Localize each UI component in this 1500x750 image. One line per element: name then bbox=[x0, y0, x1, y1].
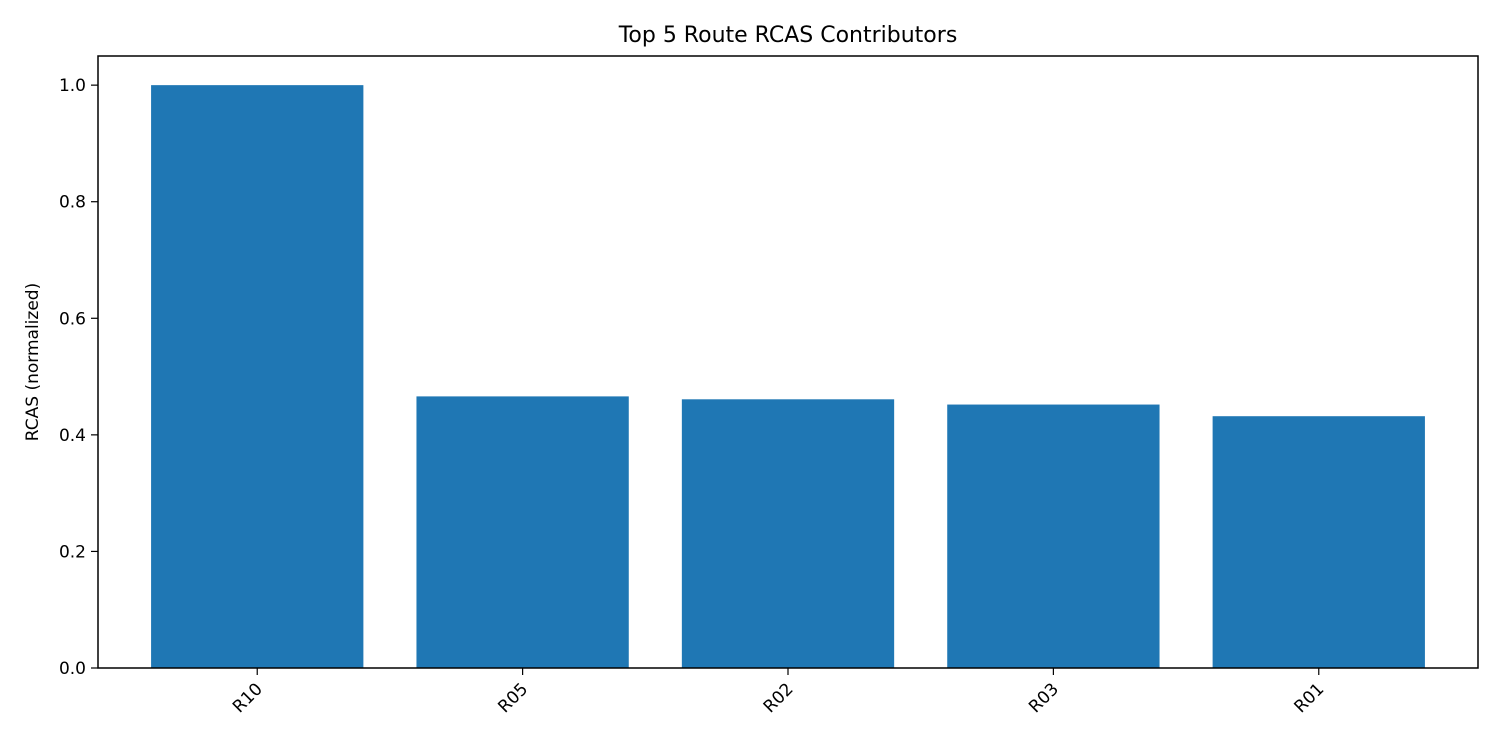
x-axis-ticks: R10 R05 R02 R03 R01 bbox=[229, 668, 1328, 717]
bar-R05 bbox=[416, 396, 629, 668]
bars-layer bbox=[151, 85, 1425, 668]
x-tick-label: R05 bbox=[494, 679, 532, 717]
y-tick-label: 0.6 bbox=[59, 309, 86, 329]
y-tick-label: 0.2 bbox=[59, 542, 86, 562]
bar-R02 bbox=[681, 399, 895, 668]
bar-R03 bbox=[947, 404, 1160, 668]
x-tick-label: R01 bbox=[1291, 679, 1329, 717]
plot-frame bbox=[97, 55, 1479, 669]
y-tick-label: 1.0 bbox=[59, 76, 86, 96]
bar-R10 bbox=[151, 85, 364, 668]
y-axis-ticks: 0.0 0.2 0.4 0.6 0.8 1.0 bbox=[59, 76, 98, 679]
x-tick-label: R02 bbox=[760, 679, 798, 717]
x-tick-label: R10 bbox=[229, 679, 267, 717]
y-tick-label: 0.4 bbox=[59, 426, 86, 446]
y-tick-label: 0.8 bbox=[59, 193, 86, 213]
y-tick-label: 0.0 bbox=[59, 659, 86, 679]
bar-R01 bbox=[1212, 416, 1425, 668]
chart-title: Top 5 Route RCAS Contributors bbox=[618, 23, 958, 48]
y-axis-label: RCAS (normalized) bbox=[23, 283, 43, 441]
x-tick-label: R03 bbox=[1025, 679, 1063, 717]
